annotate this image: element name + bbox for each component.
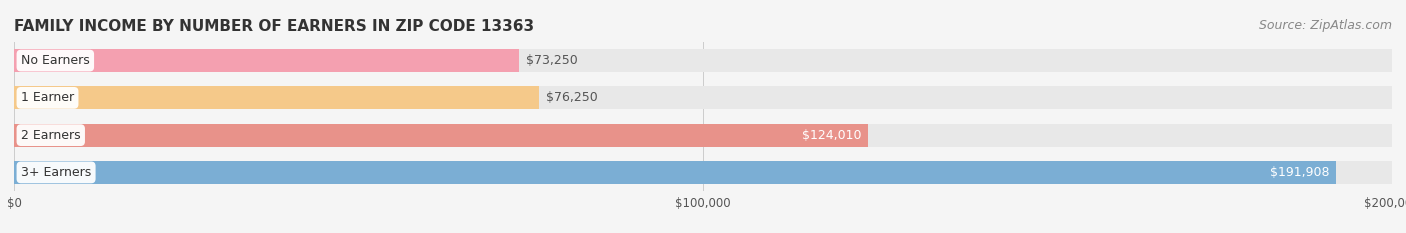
Text: $76,250: $76,250 <box>547 91 598 104</box>
Bar <box>14 49 519 72</box>
Bar <box>14 123 869 147</box>
Text: $73,250: $73,250 <box>526 54 578 67</box>
Text: 3+ Earners: 3+ Earners <box>21 166 91 179</box>
Bar <box>14 49 1392 72</box>
Text: No Earners: No Earners <box>21 54 90 67</box>
Text: $124,010: $124,010 <box>801 129 862 142</box>
Text: $191,908: $191,908 <box>1270 166 1329 179</box>
Bar <box>14 161 1392 184</box>
Text: 2 Earners: 2 Earners <box>21 129 80 142</box>
Bar <box>14 86 1392 110</box>
Bar <box>14 123 1392 147</box>
Text: FAMILY INCOME BY NUMBER OF EARNERS IN ZIP CODE 13363: FAMILY INCOME BY NUMBER OF EARNERS IN ZI… <box>14 19 534 34</box>
Text: Source: ZipAtlas.com: Source: ZipAtlas.com <box>1258 19 1392 32</box>
Bar <box>14 86 540 110</box>
Text: 1 Earner: 1 Earner <box>21 91 75 104</box>
Bar <box>14 161 1336 184</box>
